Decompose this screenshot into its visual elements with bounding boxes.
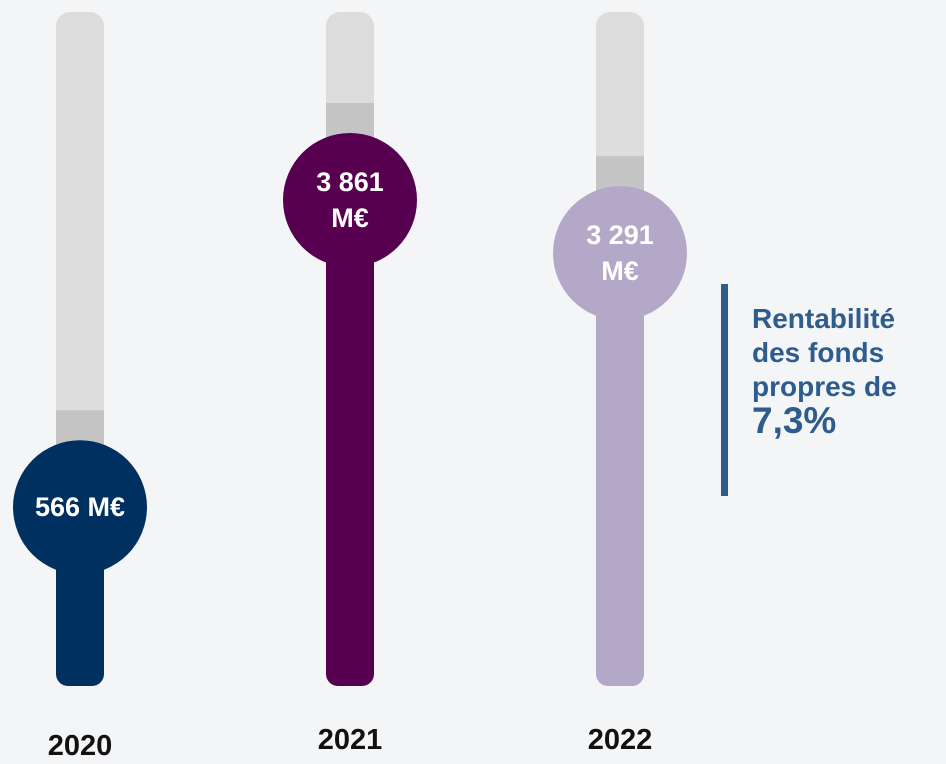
bar — [326, 200, 374, 686]
bubble — [553, 186, 687, 321]
value-label: 3 861 M€ — [316, 167, 384, 233]
x-tick-label: 2022 — [587, 724, 653, 756]
annotation-text: Rentabilité des fonds propres de — [752, 303, 897, 402]
annotation-value: 7,3% — [752, 400, 837, 441]
x-tick-label: 2021 — [317, 724, 383, 756]
annotation: Rentabilité des fonds propres de 7,3% — [721, 284, 946, 496]
x-tick-label: 2020 — [47, 730, 113, 762]
value-label: 3 291 M€ — [586, 220, 654, 287]
bubble — [13, 440, 147, 575]
bar — [596, 253, 644, 686]
bubble — [283, 133, 417, 267]
value-label: 566 M€ — [34, 492, 126, 523]
